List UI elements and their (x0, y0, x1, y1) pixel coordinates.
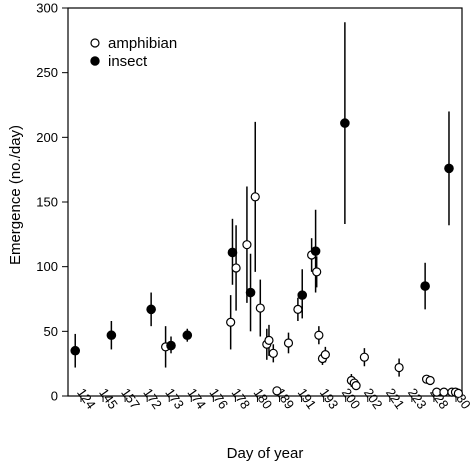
point-amphibian (242, 240, 252, 250)
x-tick-label: 223 (405, 385, 430, 411)
point-insect (146, 304, 156, 315)
x-tick-label: 202 (361, 385, 386, 411)
x-tick-label: 173 (162, 385, 187, 411)
x-tick-label: 178 (229, 385, 254, 411)
x-tick-label: 124 (74, 385, 99, 411)
point-amphibian (425, 375, 435, 386)
x-tick-label: 200 (339, 385, 364, 411)
point-insect (245, 287, 256, 298)
y-tick-label: 250 (36, 65, 58, 80)
point-insect (420, 281, 430, 291)
y-axis-label: Emergence (no./day) (7, 125, 24, 265)
legend-label-amphibian: amphibian (108, 35, 177, 52)
point-amphibian (283, 338, 294, 348)
point-amphibian (264, 335, 274, 345)
point-amphibian (439, 387, 449, 397)
point-amphibian (359, 352, 370, 362)
y-tick-label: 0 (51, 389, 58, 404)
point-insect (310, 246, 321, 256)
point-insect (166, 340, 176, 351)
point-insect (227, 247, 238, 258)
point-amphibian (293, 304, 303, 314)
legend-marker-amphibian (90, 38, 100, 48)
error-bars (74, 22, 450, 387)
point-insect (106, 330, 117, 341)
legend-marker-insect (90, 56, 100, 66)
x-tick-label: 174 (184, 385, 209, 411)
point-insect (70, 345, 81, 356)
point-amphibian (272, 386, 282, 396)
x-tick-label: 172 (140, 385, 165, 411)
legend-label-insect: insect (108, 53, 148, 70)
point-amphibian (320, 350, 330, 360)
point-amphibian (314, 330, 324, 340)
point-amphibian (255, 303, 265, 313)
y-tick-label: 100 (36, 259, 58, 274)
point-insect (444, 163, 454, 174)
point-amphibian (453, 388, 463, 399)
point-insect (297, 290, 308, 300)
x-tick-label: 193 (317, 385, 342, 411)
x-tick-label: 145 (96, 385, 121, 411)
x-tick-label: 157 (118, 385, 143, 411)
x-tick-label: 180 (251, 385, 276, 411)
legend: amphibian insect (90, 35, 177, 70)
point-amphibian (226, 317, 236, 327)
y-tick-label: 150 (36, 195, 58, 210)
point-amphibian (250, 192, 260, 202)
x-tick-label: 191 (295, 385, 320, 411)
point-amphibian (231, 263, 241, 273)
point-amphibian (268, 348, 278, 358)
x-tick-label: 176 (206, 385, 231, 411)
y-tick-label: 300 (36, 1, 58, 16)
y-tick-label: 200 (36, 130, 58, 145)
x-tick-label: 221 (383, 385, 408, 411)
point-insect (340, 118, 350, 128)
point-amphibian (312, 267, 322, 277)
x-axis-label: Day of year (227, 445, 304, 462)
point-amphibian (394, 362, 404, 373)
y-tick-label: 50 (44, 324, 58, 339)
point-insect (182, 330, 193, 341)
point-amphibian (351, 381, 361, 391)
data-points (70, 118, 463, 399)
